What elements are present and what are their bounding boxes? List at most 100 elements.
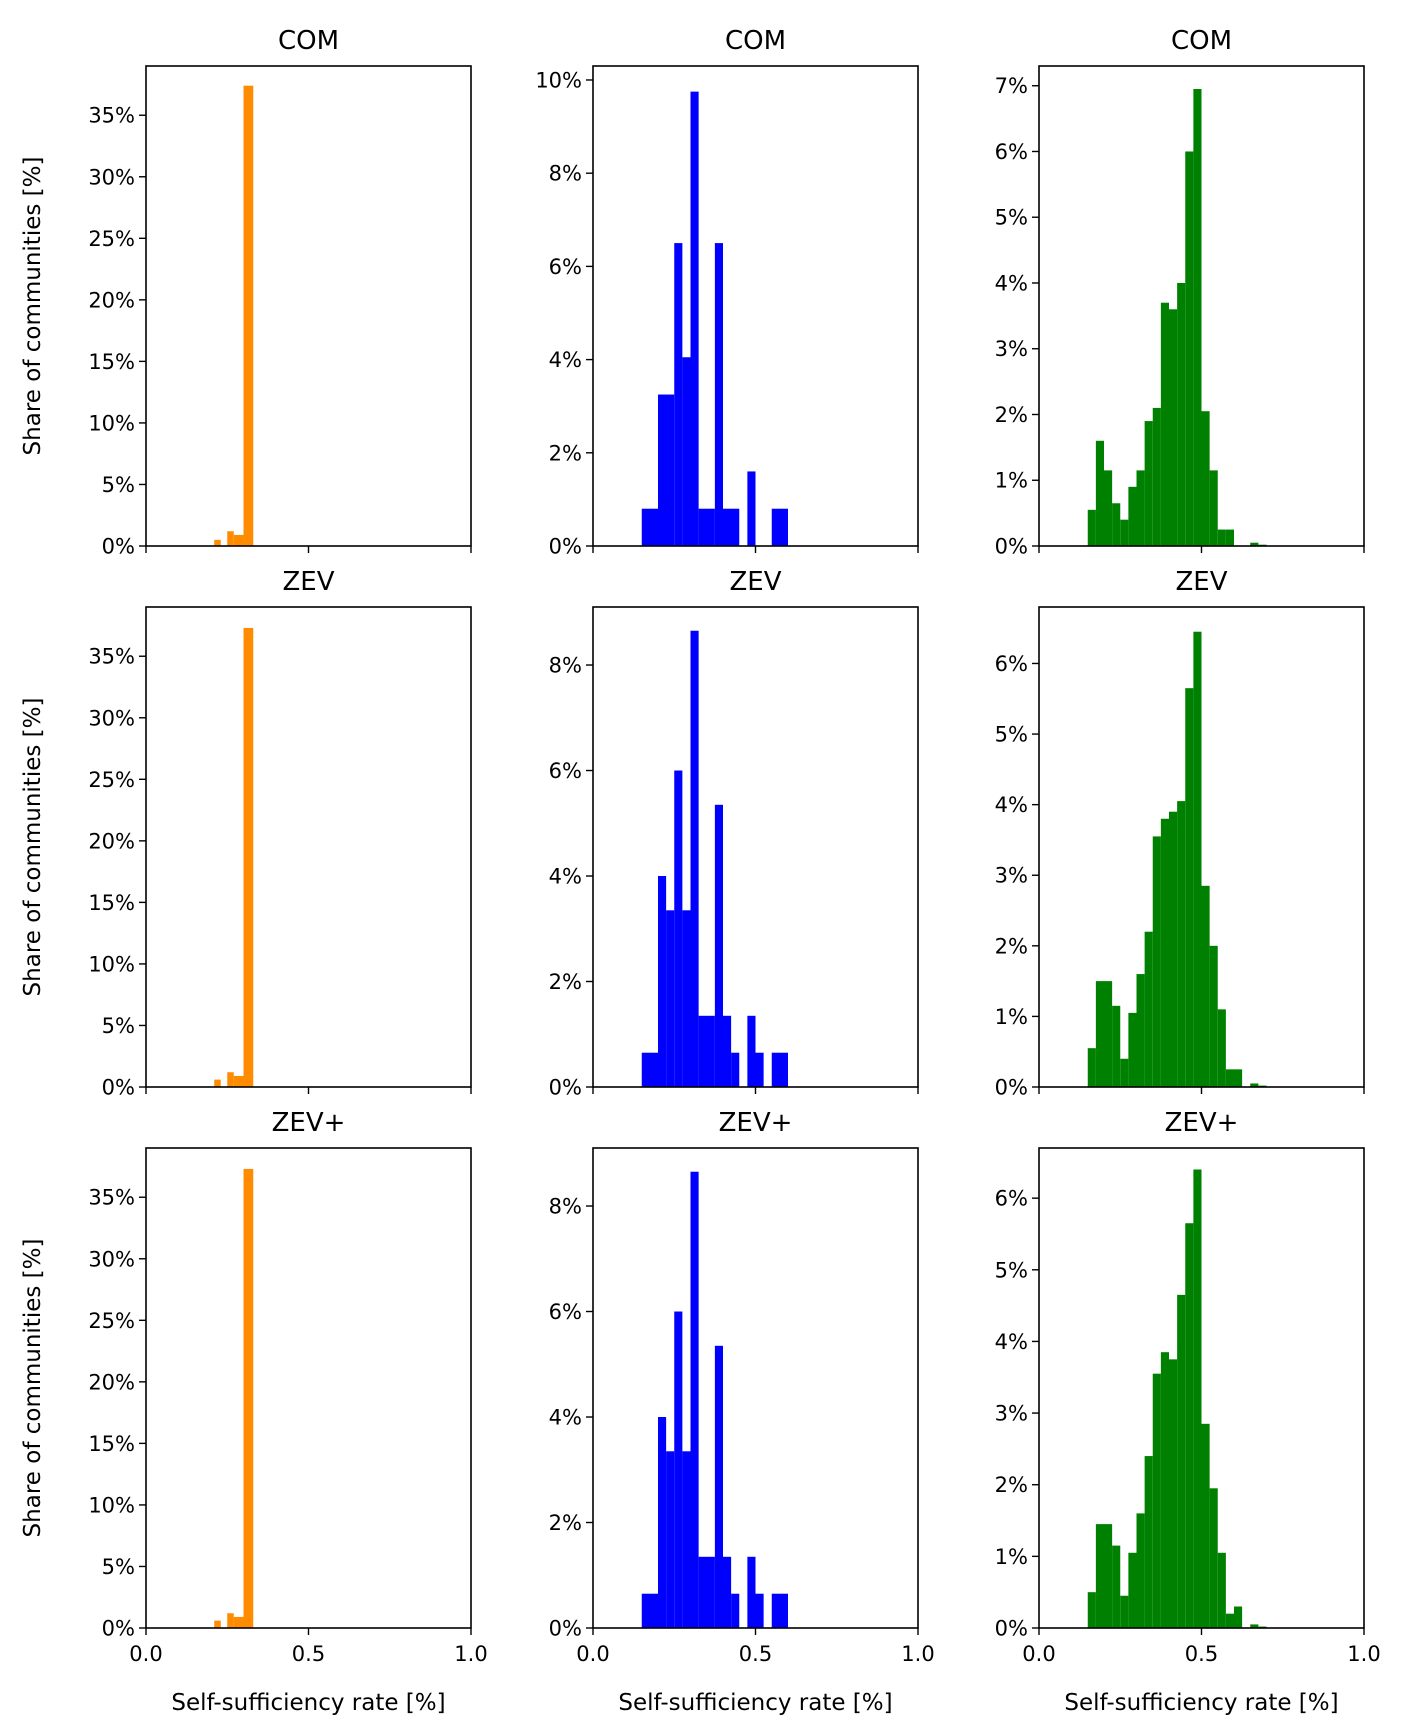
- histogram-bar: [690, 1171, 699, 1628]
- y-tick-label: 35%: [88, 104, 135, 128]
- y-tick-label: 8%: [549, 162, 582, 186]
- y-tick-label: 5%: [995, 1258, 1028, 1282]
- histogram-bar: [243, 85, 254, 546]
- histogram-bar: [747, 1015, 756, 1087]
- axes-frame: [145, 606, 472, 1088]
- y-tick-label: 4%: [995, 1330, 1028, 1354]
- histogram-bar: [771, 1052, 788, 1087]
- histogram-bar: [658, 876, 667, 1087]
- panel-title: ZEV: [729, 567, 781, 597]
- y-tick-label: 2%: [995, 403, 1028, 427]
- histogram-bar: [243, 1168, 254, 1628]
- histogram-panel: 0% 1% 2% 3% 4% 5% 6% ZEV: [995, 567, 1365, 1100]
- histogram-bar: [658, 394, 675, 546]
- x-tick-label: 0.0: [576, 1642, 609, 1666]
- histogram-bar: [682, 910, 691, 1087]
- histogram-bar: [1169, 811, 1178, 1087]
- histogram-bar: [674, 770, 683, 1087]
- histogram-bar: [658, 1417, 667, 1628]
- y-tick-label: 0%: [102, 535, 135, 559]
- histogram-bar: [1136, 974, 1145, 1087]
- panel-title: COM: [1171, 26, 1232, 56]
- histogram-bar: [641, 508, 658, 546]
- histogram-bar: [1217, 1552, 1226, 1628]
- y-tick-label: 5%: [995, 206, 1028, 230]
- y-tick-label: 6%: [549, 1300, 582, 1324]
- histogram-bar: [233, 534, 244, 546]
- histogram-bar: [1217, 529, 1226, 546]
- histogram-bar: [1152, 836, 1161, 1087]
- y-tick-label: 15%: [88, 891, 135, 915]
- histogram-bar: [641, 1593, 658, 1628]
- x-axis-label: Self-sufficiency rate [%]: [171, 1690, 445, 1716]
- histogram-bar: [666, 1451, 675, 1628]
- histogram-bar: [698, 1556, 715, 1628]
- histogram-bar: [690, 630, 699, 1087]
- histogram-bar: [674, 1311, 683, 1628]
- y-tick-label: 2%: [995, 1473, 1028, 1497]
- x-tick-label: 1.0: [454, 1642, 487, 1666]
- y-tick-label: 4%: [549, 865, 582, 889]
- histogram-bar: [243, 627, 254, 1087]
- y-axis-label: Share of communities [%]: [20, 157, 46, 456]
- histogram-bar: [1120, 1058, 1129, 1087]
- y-tick-label: 0%: [549, 1076, 582, 1100]
- histogram-bar: [1087, 1048, 1096, 1087]
- histogram-bar: [1201, 411, 1210, 546]
- histogram-bar: [1234, 1069, 1243, 1087]
- histogram-bar: [1160, 302, 1169, 546]
- histogram-panel: 0% 2% 4% 6% 8% ZEV: [549, 567, 919, 1100]
- y-tick-label: 5%: [102, 1555, 135, 1579]
- y-tick-label: 15%: [88, 1432, 135, 1456]
- histogram-bar: [723, 1015, 732, 1087]
- histogram-bar: [771, 508, 788, 546]
- histogram-bar: [1193, 89, 1202, 546]
- y-tick-label: 5%: [995, 723, 1028, 747]
- y-tick-label: 35%: [88, 645, 135, 669]
- histogram-bar: [1112, 1005, 1121, 1087]
- y-tick-label: 2%: [549, 970, 582, 994]
- histogram-bar: [214, 1620, 221, 1628]
- histogram-bar: [1193, 631, 1202, 1087]
- y-tick-label: 1%: [995, 1545, 1028, 1569]
- histogram-bar: [1169, 309, 1178, 546]
- histogram-panel: 0% 2% 4% 6% 8% 0.0 0.5 1.0 ZEV+ Self-sufficiency …: [549, 1108, 935, 1716]
- histogram-bar: [1087, 1592, 1096, 1628]
- y-tick-label: 4%: [549, 1406, 582, 1430]
- y-tick-label: 25%: [88, 768, 135, 792]
- y-tick-label: 6%: [995, 140, 1028, 164]
- histogram-bar: [723, 508, 740, 546]
- y-tick-label: 10%: [535, 68, 582, 92]
- histogram-panel: 0% 5% 10% 15% 20% 25% 30% 35% 0.0 0.5 1.0 ZEV+ Self-…: [20, 1108, 488, 1716]
- histogram-bar: [731, 1593, 740, 1628]
- histogram-bar: [1250, 1083, 1259, 1087]
- y-axis-label: Share of communities [%]: [20, 698, 46, 997]
- histogram-bar: [214, 1079, 221, 1087]
- histogram-bar: [1185, 151, 1194, 547]
- histogram-bar: [1120, 1595, 1129, 1628]
- histogram-bar: [1128, 486, 1137, 546]
- panel-title: ZEV: [282, 567, 334, 597]
- y-tick-label: 8%: [549, 654, 582, 678]
- histogram-bar: [731, 1052, 740, 1087]
- x-tick-label: 1.0: [901, 1642, 934, 1666]
- y-tick-label: 1%: [995, 1005, 1028, 1029]
- y-tick-label: 25%: [88, 227, 135, 251]
- y-tick-label: 6%: [549, 255, 582, 279]
- histogram-bar: [723, 1556, 732, 1628]
- histogram-bar: [755, 1052, 764, 1087]
- histogram-bar: [747, 471, 756, 546]
- y-tick-label: 15%: [88, 350, 135, 374]
- y-tick-label: 2%: [549, 1511, 582, 1535]
- histogram-bar: [755, 1593, 764, 1628]
- histogram-bar: [1144, 1456, 1153, 1628]
- y-tick-label: 30%: [88, 1247, 135, 1271]
- histogram-bar: [1193, 1169, 1202, 1628]
- y-tick-label: 4%: [995, 271, 1028, 295]
- x-tick-label: 0.5: [292, 1642, 325, 1666]
- histogram-bar: [1234, 1606, 1243, 1628]
- x-tick-label: 0.0: [129, 1642, 162, 1666]
- y-tick-label: 6%: [995, 652, 1028, 676]
- y-tick-label: 7%: [995, 74, 1028, 98]
- histogram-bar: [1152, 1373, 1161, 1628]
